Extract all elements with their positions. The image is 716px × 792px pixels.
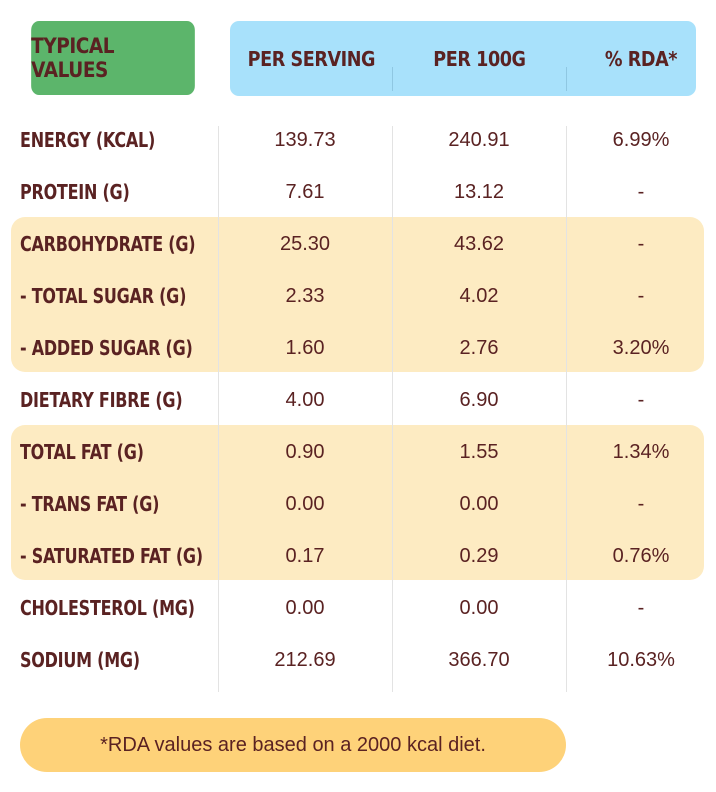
- rda-footnote-text: *RDA values are based on a 2000 kcal die…: [100, 733, 486, 756]
- header-typical-label: TYPICAL VALUES: [31, 34, 115, 82]
- table-row: DIETARY FIBRE (G) 4.00 6.90 -: [0, 374, 716, 426]
- per-serving-value: 0.90: [285, 441, 325, 463]
- per-100g-value: 1.55: [459, 441, 499, 463]
- rda-value: -: [637, 285, 645, 307]
- per-serving-value: 0.00: [285, 493, 325, 515]
- row-label: - TOTAL SUGAR (G): [20, 284, 187, 308]
- row-label: - TRANS FAT (G): [20, 492, 160, 516]
- table-row: PROTEIN (G) 7.61 13.12 -: [0, 166, 716, 218]
- per-100g-value: 2.76: [459, 337, 499, 359]
- per-serving-value: 4.00: [285, 389, 325, 411]
- per-100g-value: 0.00: [459, 493, 499, 515]
- table-row: - SATURATED FAT (G) 0.17 0.29 0.76%: [0, 530, 716, 582]
- rda-value: -: [637, 493, 645, 515]
- per-100g-value: 13.12: [453, 181, 505, 203]
- header-per-100g-label: PER 100G: [432, 46, 526, 71]
- header-divider: [392, 67, 393, 91]
- row-label: DIETARY FIBRE (G): [20, 388, 183, 412]
- row-label: PROTEIN (G): [20, 180, 130, 204]
- table-row: CARBOHYDRATE (G) 25.30 43.62 -: [0, 218, 716, 270]
- table-row: CHOLESTEROL (MG) 0.00 0.00 -: [0, 582, 716, 634]
- row-label: SODIUM (MG): [20, 648, 140, 672]
- header-per-100g: PER 100G: [392, 21, 566, 96]
- table-row: SODIUM (MG) 212.69 366.70 10.63%: [0, 634, 716, 686]
- row-label: CHOLESTEROL (MG): [20, 596, 195, 620]
- per-100g-value: 366.70: [448, 649, 510, 671]
- per-serving-value: 25.30: [279, 233, 331, 255]
- table-row: - TRANS FAT (G) 0.00 0.00 -: [0, 478, 716, 530]
- row-label: - SATURATED FAT (G): [20, 544, 203, 568]
- per-100g-value: 0.29: [459, 545, 499, 567]
- per-100g-value: 4.02: [459, 285, 499, 307]
- rda-value: -: [637, 389, 645, 411]
- row-label: CARBOHYDRATE (G): [20, 232, 196, 256]
- rda-value: -: [637, 181, 645, 203]
- header-per-serving: PER SERVING: [230, 21, 392, 96]
- rda-value: -: [637, 597, 645, 619]
- per-100g-value: 0.00: [459, 597, 499, 619]
- table-row: - ADDED SUGAR (G) 1.60 2.76 3.20%: [0, 322, 716, 374]
- per-serving-value: 7.61: [285, 181, 325, 203]
- carbohydrate-group-band: [11, 217, 704, 372]
- per-serving-value: 139.73: [274, 129, 336, 151]
- header-divider: [566, 67, 567, 91]
- header-rda: % RDA*: [566, 21, 716, 96]
- rda-value: 0.76%: [612, 545, 670, 567]
- rda-value: 6.99%: [612, 129, 670, 151]
- row-label: ENERGY (KCAL): [20, 128, 156, 152]
- per-serving-value: 0.17: [285, 545, 325, 567]
- column-divider: [566, 126, 567, 692]
- per-serving-value: 0.00: [285, 597, 325, 619]
- header-columns: PER SERVING PER 100G % RDA*: [230, 21, 696, 96]
- fat-group-band: [11, 425, 704, 580]
- column-divider: [218, 126, 219, 692]
- table-row: - TOTAL SUGAR (G) 2.33 4.02 -: [0, 270, 716, 322]
- header-per-serving-label: PER SERVING: [247, 46, 375, 71]
- rda-value: -: [637, 233, 645, 255]
- per-serving-value: 2.33: [285, 285, 325, 307]
- rda-footnote: *RDA values are based on a 2000 kcal die…: [20, 718, 566, 772]
- column-divider: [392, 126, 393, 692]
- rda-value: 3.20%: [612, 337, 670, 359]
- rda-value: 10.63%: [607, 649, 675, 671]
- per-100g-value: 240.91: [448, 129, 510, 151]
- rda-value: 1.34%: [612, 441, 670, 463]
- table-row: TOTAL FAT (G) 0.90 1.55 1.34%: [0, 426, 716, 478]
- row-label: - ADDED SUGAR (G): [20, 336, 193, 360]
- table-row: ENERGY (KCAL) 139.73 240.91 6.99%: [0, 114, 716, 166]
- per-serving-value: 212.69: [274, 649, 336, 671]
- per-100g-value: 43.62: [453, 233, 505, 255]
- per-100g-value: 6.90: [459, 389, 499, 411]
- per-serving-value: 1.60: [285, 337, 325, 359]
- row-label: TOTAL FAT (G): [20, 440, 144, 464]
- header-typical-values: TYPICAL VALUES: [31, 21, 195, 95]
- header-rda-label: % RDA*: [604, 46, 678, 71]
